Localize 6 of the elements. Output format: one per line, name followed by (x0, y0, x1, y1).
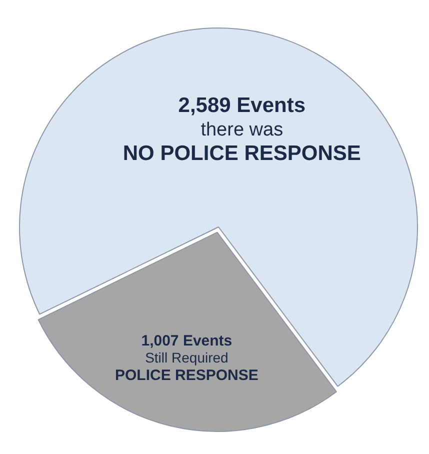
data-label: 2,589 Events (178, 94, 306, 117)
data-label: 1,007 Events (141, 332, 232, 350)
text: there was (200, 120, 284, 141)
text: Still Required (145, 349, 228, 366)
slice-label: POLICE RESPONSE (115, 366, 258, 384)
slice-label: NO POLICE RESPONSE (122, 142, 361, 166)
